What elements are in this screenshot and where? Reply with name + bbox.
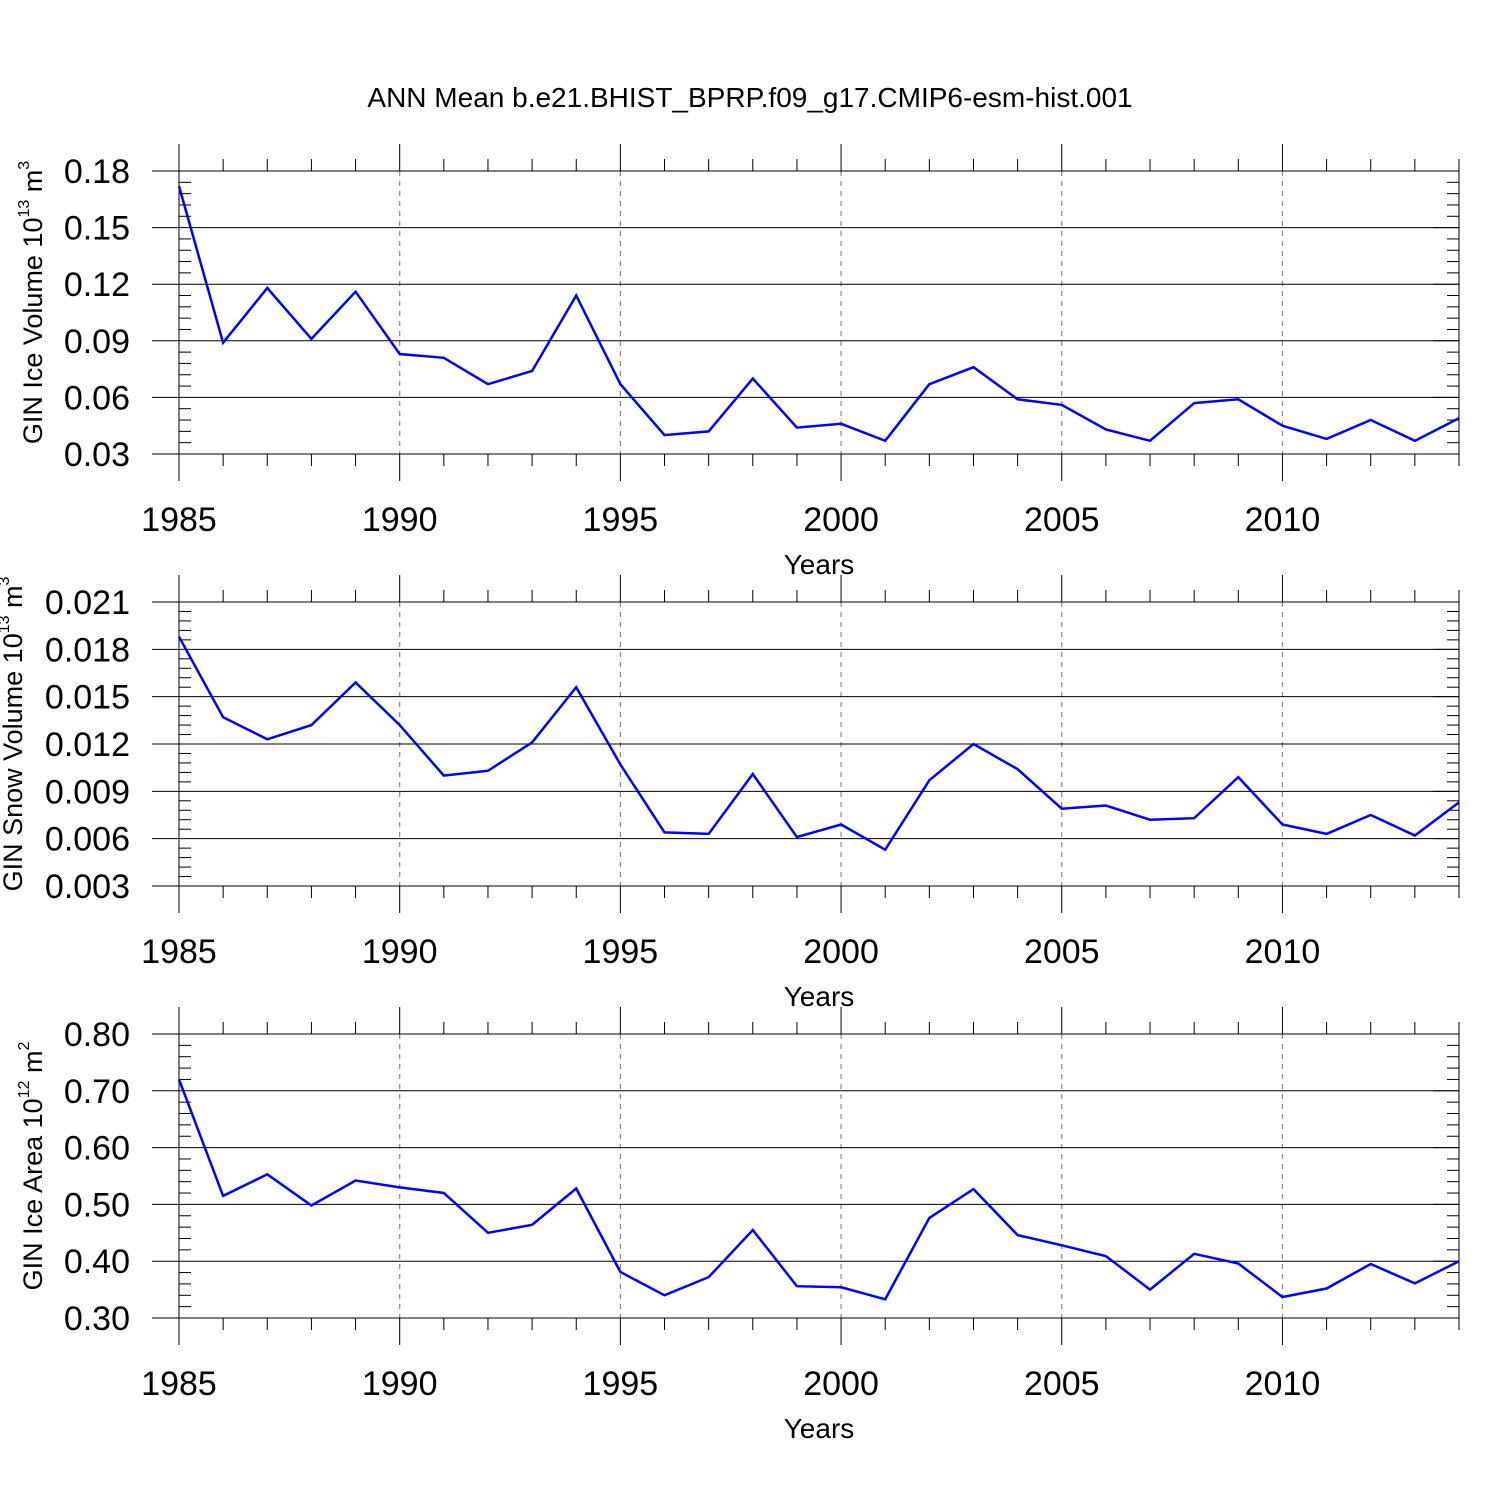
y-tick-label: 0.015 — [45, 679, 130, 717]
panel-snow-volume: 1985 1990 1995 2000 2005 2010 0.003 0.006 0.009 0… — [0, 575, 1460, 1012]
panel-ice-volume: 1985 1990 1995 2000 2005 2010 0.03 0.06 0.09 0.12… — [16, 144, 1460, 580]
y-tick-label: 0.15 — [64, 210, 130, 248]
series-line — [177, 1078, 1460, 1301]
y-tick-label: 0.06 — [64, 379, 130, 417]
x-tick-label: 2010 — [1245, 933, 1321, 971]
y-tick-label: 0.09 — [64, 323, 130, 361]
x-tick-label: 1990 — [362, 1365, 438, 1403]
y-tick-label: 0.003 — [45, 868, 130, 906]
y-tick-label: 0.50 — [64, 1186, 130, 1224]
x-tick-label: 2010 — [1245, 501, 1321, 539]
x-tick-label: 2010 — [1245, 1365, 1321, 1403]
y-axis-label: GIN Ice Area 1012 m2 — [16, 1042, 48, 1291]
y-tick-label: 0.12 — [64, 266, 130, 304]
x-axis-label: Years — [784, 1413, 855, 1444]
y-tick-label: 0.60 — [64, 1130, 130, 1168]
y-axis-label: GIN Snow Volume 1013 m3 — [0, 576, 28, 891]
x-tick-label: 2005 — [1024, 1365, 1100, 1403]
x-tick-label: 1995 — [583, 933, 659, 971]
y-tick-label: 0.70 — [64, 1073, 130, 1111]
y-tick-label: 0.40 — [64, 1243, 130, 1281]
x-tick-label: 2000 — [803, 933, 879, 971]
x-tick-label: 1995 — [583, 1365, 659, 1403]
series-line — [177, 185, 1460, 443]
y-tick-label: 0.80 — [64, 1016, 130, 1054]
x-axis-label: Years — [784, 981, 855, 1012]
x-tick-label: 1985 — [141, 933, 217, 971]
y-tick-label: 0.006 — [45, 821, 130, 859]
x-tick-label: 1990 — [362, 933, 438, 971]
series-line — [177, 636, 1460, 852]
x-tick-label: 2005 — [1024, 933, 1100, 971]
x-tick-label: 1985 — [141, 1365, 217, 1403]
x-tick-label: 1990 — [362, 501, 438, 539]
y-tick-label: 0.018 — [45, 631, 130, 669]
x-tick-label: 1995 — [583, 501, 659, 539]
panel-ice-area: 1985 1990 1995 2000 2005 2010 0.30 0.40 0.50 0.60… — [16, 1007, 1460, 1444]
figure-title: ANN Mean b.e21.BHIST_BPRP.f09_g17.CMIP6-… — [367, 82, 1132, 113]
x-axis-label: Years — [784, 549, 855, 580]
y-tick-label: 0.18 — [64, 153, 130, 191]
x-tick-label: 2000 — [803, 501, 879, 539]
x-tick-label: 2005 — [1024, 501, 1100, 539]
y-tick-label: 0.021 — [45, 584, 130, 622]
x-tick-label: 1985 — [141, 501, 217, 539]
y-tick-label: 0.009 — [45, 773, 130, 811]
y-axis-label: GIN Ice Volume 1013 m3 — [16, 161, 48, 444]
y-tick-label: 0.03 — [64, 436, 130, 474]
y-tick-label: 0.012 — [45, 726, 130, 764]
y-tick-label: 0.30 — [64, 1300, 130, 1338]
x-tick-label: 2000 — [803, 1365, 879, 1403]
